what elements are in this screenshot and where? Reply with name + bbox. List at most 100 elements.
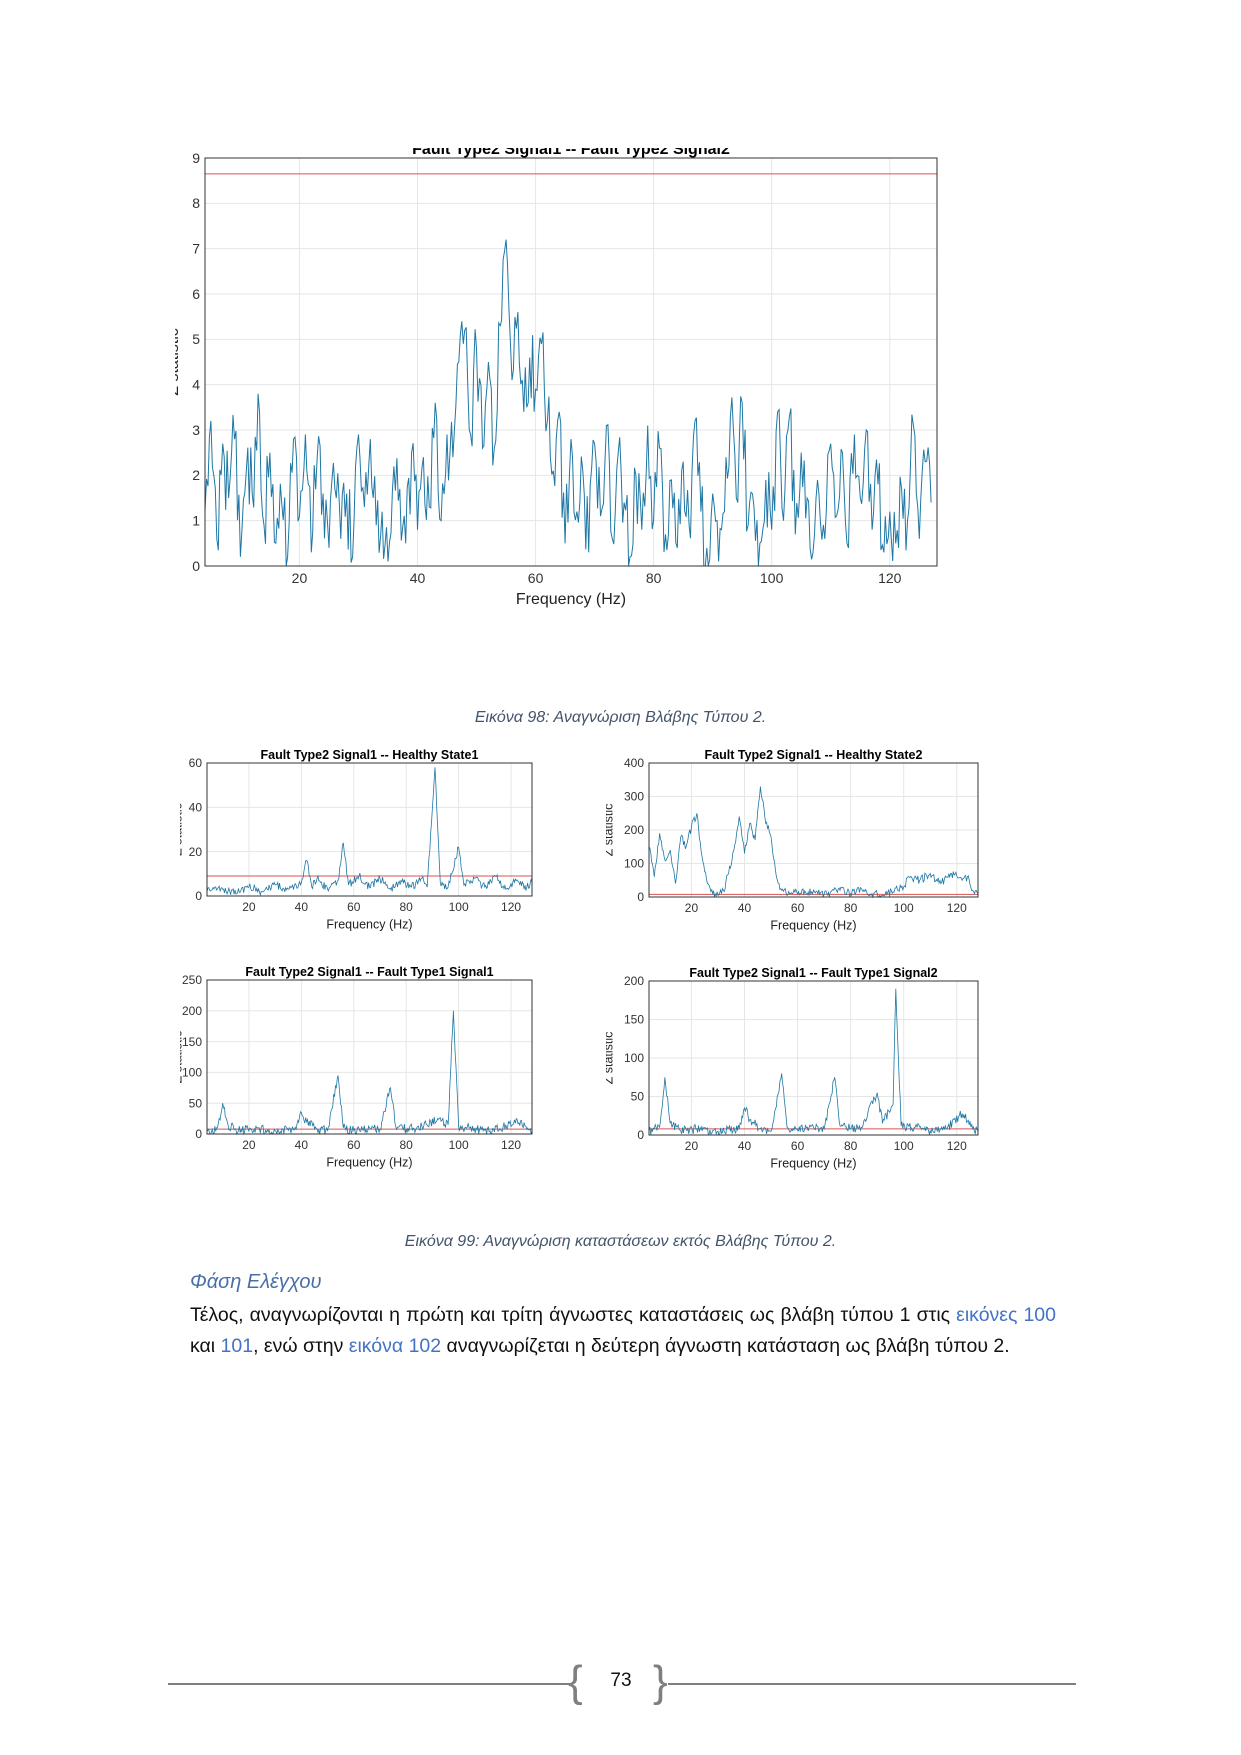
x-tick-label: 100: [894, 1139, 914, 1153]
y-tick-label: 100: [624, 857, 644, 871]
body-paragraph: Τέλος, αναγνωρίζονται η πρώτη και τρίτη …: [190, 1300, 1056, 1362]
figure-99-caption: Εικόνα 99: Αναγνώριση καταστάσεων εκτός …: [404, 1233, 837, 1250]
figure-reference-100[interactable]: εικόνες 100: [956, 1304, 1056, 1326]
x-tick-label: 80: [844, 901, 858, 915]
x-tick-label: 60: [528, 570, 544, 586]
y-tick-label: 60: [189, 756, 203, 770]
x-tick-label: 60: [791, 901, 805, 915]
x-tick-label: 80: [646, 570, 662, 586]
x-tick-label: 60: [347, 1138, 361, 1152]
y-tick-label: 200: [182, 1004, 202, 1018]
x-tick-label: 100: [449, 1138, 469, 1152]
y-tick-label: 20: [189, 845, 203, 859]
x-axis-label: Frequency (Hz): [770, 1157, 856, 1171]
footer-rule-right: [668, 1683, 1076, 1685]
paragraph-text-3: , ενώ στην: [253, 1335, 349, 1357]
x-axis-label: Frequency (Hz): [770, 919, 856, 933]
signal-line: [206, 1010, 533, 1136]
plot-area: [207, 763, 532, 896]
y-axis-label: Z statistic: [175, 328, 182, 396]
paragraph-text-2: και: [190, 1335, 221, 1357]
plot-area: [205, 158, 937, 566]
figure-99-chart-fault-type1-signal2: Fault Type2 Signal1 -- Fault Type1 Signa…: [606, 966, 979, 1171]
y-tick-label: 0: [195, 1127, 202, 1141]
y-tick-label: 3: [192, 422, 200, 438]
y-tick-label: 0: [195, 889, 202, 903]
y-tick-label: 5: [192, 331, 200, 347]
figure-98-caption: Εικόνα 98: Αναγνώριση Βλάβης Τύπου 2.: [474, 709, 767, 726]
y-axis-label: Z statistic: [180, 803, 184, 856]
y-tick-label: 150: [624, 1013, 644, 1027]
figure-reference-102[interactable]: εικόνα 102: [348, 1335, 442, 1357]
y-axis-label: Z statistic: [606, 1032, 615, 1085]
x-tick-label: 80: [400, 1138, 414, 1152]
y-tick-label: 4: [192, 377, 200, 393]
x-tick-label: 40: [738, 1139, 752, 1153]
axes-box: [648, 980, 979, 1136]
y-tick-label: 50: [631, 1090, 645, 1104]
y-tick-label: 6: [192, 286, 200, 302]
footer-rule-left: [168, 1683, 573, 1685]
x-tick-label: 100: [894, 901, 914, 915]
x-axis-label: Frequency (Hz): [326, 918, 412, 932]
y-tick-label: 200: [624, 974, 644, 988]
x-tick-label: 80: [400, 900, 414, 914]
chart-title: Fault Type2 Signal1 -- Fault Type2 Signa…: [412, 148, 730, 158]
y-tick-label: 2: [192, 467, 200, 483]
footer-bracket-right: }: [653, 1657, 668, 1706]
page-number: 73: [610, 1670, 632, 1691]
y-tick-label: 1: [192, 513, 200, 529]
y-tick-label: 40: [189, 801, 203, 815]
x-tick-label: 120: [878, 570, 902, 586]
y-axis-label: Z statistic: [606, 804, 615, 857]
chart-title: Fault Type2 Signal1 -- Healthy State2: [705, 748, 923, 762]
axes-box: [206, 762, 533, 897]
y-tick-label: 100: [182, 1066, 202, 1080]
figure-98-chart: Fault Type2 Signal1 -- Fault Type2 Signa…: [175, 148, 938, 608]
signal-line: [648, 786, 979, 899]
y-tick-label: 400: [624, 756, 644, 770]
axes-box: [648, 762, 979, 898]
x-tick-label: 100: [449, 900, 469, 914]
x-tick-label: 20: [242, 900, 256, 914]
y-tick-label: 7: [192, 241, 200, 257]
x-tick-label: 60: [347, 900, 361, 914]
y-tick-label: 200: [624, 823, 644, 837]
x-tick-label: 80: [844, 1139, 858, 1153]
x-tick-label: 40: [738, 901, 752, 915]
x-tick-label: 20: [685, 1139, 699, 1153]
figure-99-chart-healthy-state1: Fault Type2 Signal1 -- Healthy State1 20 4…: [180, 748, 533, 932]
paragraph-text-1: Τέλος, αναγνωρίζονται η πρώτη και τρίτη …: [190, 1304, 957, 1326]
figure-99-chart-healthy-state2: Fault Type2 Signal1 -- Healthy State2 20 4…: [606, 748, 979, 933]
figure-99-chart-fault-type1-signal1: Fault Type2 Signal1 -- Fault Type1 Signa…: [180, 966, 533, 1170]
y-tick-label: 300: [624, 790, 644, 804]
figure-reference-101[interactable]: 101: [220, 1335, 254, 1357]
x-tick-label: 20: [292, 570, 308, 586]
paragraph-text-4: αναγνωρίζεται η δεύτερη άγνωστη κατάστασ…: [441, 1335, 1010, 1357]
y-tick-label: 250: [182, 973, 202, 987]
y-tick-label: 50: [189, 1096, 203, 1110]
x-tick-label: 120: [947, 901, 967, 915]
x-tick-label: 120: [947, 1139, 967, 1153]
signal-line: [204, 239, 932, 567]
x-tick-label: 120: [501, 900, 521, 914]
x-tick-label: 40: [410, 570, 426, 586]
x-tick-label: 40: [295, 1138, 309, 1152]
plot-area: [207, 980, 532, 1134]
chart-title: Fault Type2 Signal1 -- Fault Type1 Signa…: [245, 966, 493, 979]
y-tick-label: 150: [182, 1035, 202, 1049]
x-tick-label: 40: [295, 900, 309, 914]
y-tick-label: 100: [624, 1051, 644, 1065]
x-tick-label: 20: [242, 1138, 256, 1152]
x-tick-label: 100: [760, 570, 784, 586]
y-tick-label: 8: [192, 195, 200, 211]
chart-title: Fault Type2 Signal1 -- Healthy State1: [261, 748, 479, 762]
section-heading: Φάση Ελέγχου: [190, 1271, 322, 1293]
footer-bracket-left: {: [568, 1657, 583, 1706]
axes-box: [206, 979, 533, 1135]
x-tick-label: 60: [791, 1139, 805, 1153]
y-tick-label: 0: [637, 890, 644, 904]
chart-title: Fault Type2 Signal1 -- Fault Type1 Signa…: [689, 966, 937, 980]
signal-line: [206, 767, 533, 897]
y-axis-label: Z statistic: [180, 1031, 184, 1084]
